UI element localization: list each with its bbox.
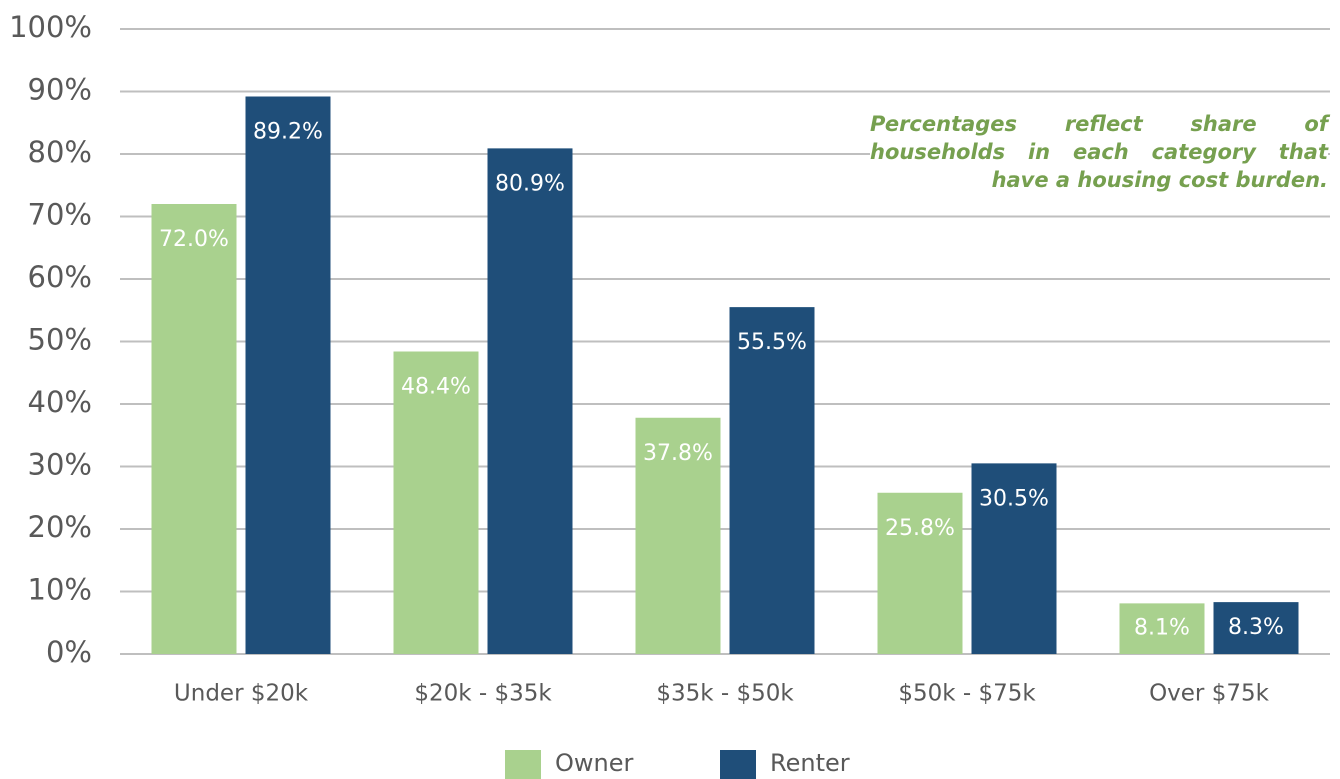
x-tick-label: Under $20k [174,681,309,707]
bar [729,307,815,654]
value-label: 48.4% [401,375,471,400]
y-tick-label: 100% [9,10,92,44]
value-label: 8.1% [1134,616,1190,641]
value-label: 37.8% [643,441,713,466]
bar [1213,602,1299,654]
y-tick-label: 30% [28,448,92,482]
bar [487,148,573,654]
bar [151,204,237,654]
x-tick-label: $50k - $75k [898,681,1036,707]
value-label: 55.5% [737,330,807,355]
y-tick-label: 0% [46,635,92,669]
bar [1119,603,1205,654]
y-tick-label: 70% [28,198,92,232]
value-label: 25.8% [885,516,955,541]
bar [635,417,721,654]
bar [877,492,963,654]
legend-label: Owner [555,749,633,777]
value-label: 72.0% [159,227,229,252]
bar [971,463,1057,654]
annotation: Percentages reflect share of households … [870,110,1328,194]
y-tick-label: 10% [28,573,92,607]
bar [245,96,331,654]
bar [393,351,479,654]
legend-swatch [720,750,756,779]
legend-label: Renter [770,749,850,777]
y-tick-label: 20% [28,510,92,544]
x-tick-label: $35k - $50k [656,681,794,707]
value-label: 8.3% [1228,615,1284,640]
value-label: 30.5% [979,486,1049,511]
legend-swatch [505,750,541,779]
x-tick-label: $20k - $35k [414,681,552,707]
y-tick-label: 90% [28,73,92,107]
value-label: 89.2% [253,120,323,145]
y-tick-label: 60% [28,260,92,294]
y-tick-label: 50% [28,323,92,357]
y-tick-label: 80% [28,135,92,169]
value-label: 80.9% [495,171,565,196]
y-tick-label: 40% [28,385,92,419]
x-tick-label: Over $75k [1149,681,1270,707]
